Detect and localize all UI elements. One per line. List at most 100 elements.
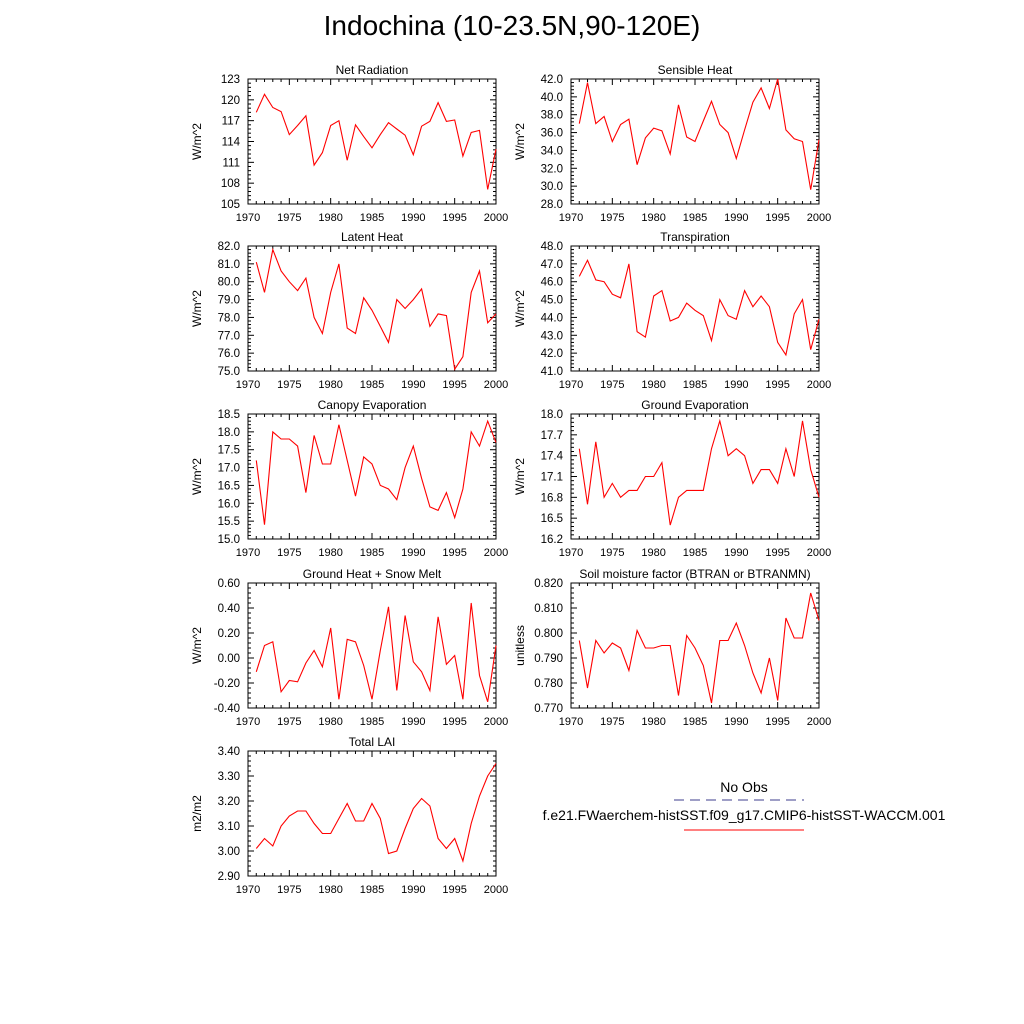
x-tick-label: 1995	[442, 716, 466, 728]
y-tick-label: 0.20	[218, 628, 240, 640]
x-tick-label: 2000	[807, 547, 831, 559]
panel: 1970 1975 1980 1985 1990 1995 2000 16.2 16.5 16.8…	[513, 398, 831, 559]
x-tick-label: 2000	[484, 716, 508, 728]
x-tick-label: 1995	[765, 547, 789, 559]
x-tick-label: 1990	[724, 547, 748, 559]
series-line	[255, 247, 497, 371]
x-tick-label: 1980	[318, 547, 342, 559]
x-tick-label: 1985	[360, 379, 384, 391]
plot-frame	[570, 582, 820, 709]
y-tick-label: 111	[223, 157, 240, 169]
series-line	[255, 419, 497, 525]
x-tick-label: 1980	[641, 379, 665, 391]
x-tick-label: 1970	[236, 716, 260, 728]
y-tick-label: 78.0	[218, 312, 240, 324]
y-tick-label: 42.0	[541, 348, 563, 360]
y-tick-label: 0.790	[534, 653, 563, 665]
x-tick-label: 1980	[641, 716, 665, 728]
x-tick-label: 2000	[484, 547, 508, 559]
y-axis-label: unitless	[513, 625, 527, 666]
x-tick-label: 1970	[559, 716, 583, 728]
y-axis-label: W/m^2	[190, 627, 204, 664]
y-tick-label: 76.0	[218, 348, 240, 360]
x-tick-label: 1985	[683, 212, 707, 224]
y-tick-label: 43.0	[541, 330, 563, 342]
series-line	[255, 602, 497, 702]
y-tick-label: 15.5	[218, 516, 240, 528]
y-tick-label: 18.5	[218, 409, 240, 421]
plot-frame	[247, 245, 497, 372]
x-tick-label: 1980	[318, 884, 342, 896]
panel: 1970 1975 1980 1985 1990 1995 2000 -0.40 -0.20 0.…	[190, 567, 508, 728]
y-tick-label: -0.20	[214, 678, 240, 690]
y-tick-label: 15.0	[218, 534, 240, 546]
x-tick-label: 1980	[641, 212, 665, 224]
x-tick-label: 1975	[277, 212, 301, 224]
y-tick-label: 42.0	[541, 74, 563, 86]
panel-title: Total LAI	[349, 735, 396, 749]
y-tick-label: 18.0	[541, 409, 563, 421]
y-tick-label: 79.0	[218, 295, 240, 307]
y-tick-label: -0.40	[214, 703, 240, 715]
y-tick-label: 3.20	[218, 796, 240, 808]
y-tick-label: 38.0	[541, 110, 563, 122]
series-line	[255, 763, 497, 863]
x-tick-label: 1985	[360, 212, 384, 224]
y-tick-label: 0.40	[218, 603, 240, 615]
x-tick-label: 1990	[401, 884, 425, 896]
y-axis-label: W/m^2	[513, 123, 527, 160]
y-tick-label: 30.0	[541, 181, 563, 193]
y-tick-label: 17.7	[541, 430, 563, 442]
x-tick-label: 1995	[765, 716, 789, 728]
y-tick-label: 45.0	[541, 295, 563, 307]
legend-title: No Obs	[720, 779, 768, 795]
y-tick-label: 48.0	[541, 241, 563, 253]
x-tick-label: 1970	[236, 212, 260, 224]
plot-frame	[570, 245, 820, 372]
y-axis-label: m2/m2	[190, 795, 204, 832]
y-tick-label: 120	[221, 95, 240, 107]
y-tick-label: 0.780	[534, 678, 563, 690]
series-line	[578, 258, 820, 357]
y-tick-label: 46.0	[541, 277, 563, 289]
series-line	[255, 93, 497, 190]
x-tick-label: 1985	[683, 716, 707, 728]
x-tick-label: 1985	[683, 547, 707, 559]
y-tick-label: 16.5	[541, 513, 563, 525]
x-tick-label: 2000	[484, 212, 508, 224]
y-tick-label: 3.10	[218, 821, 240, 833]
series-line	[578, 78, 820, 190]
x-tick-label: 1975	[277, 884, 301, 896]
y-tick-label: 75.0	[218, 366, 240, 378]
legend-obs-line	[674, 799, 804, 801]
y-tick-label: 36.0	[541, 128, 563, 140]
y-tick-label: 16.0	[218, 498, 240, 510]
y-tick-label: 114	[222, 137, 241, 149]
y-axis-label: W/m^2	[190, 458, 204, 495]
y-tick-label: 77.0	[218, 330, 240, 342]
figure-title: Indochina (10-23.5N,90-120E)	[323, 10, 701, 41]
y-tick-label: 81.0	[218, 259, 240, 271]
y-tick-label: 34.0	[541, 145, 563, 157]
y-tick-label: 117	[222, 116, 240, 128]
y-tick-label: 0.810	[534, 603, 563, 615]
y-tick-label: 16.8	[541, 492, 563, 504]
panel-title: Sensible Heat	[658, 63, 733, 77]
x-tick-label: 1995	[442, 212, 466, 224]
panel-title: Transpiration	[660, 230, 730, 244]
plot-frame	[247, 750, 497, 877]
x-tick-label: 1980	[318, 212, 342, 224]
x-tick-label: 1990	[401, 716, 425, 728]
panel: 1970 1975 1980 1985 1990 1995 2000 28.0 30.0 32.0…	[513, 63, 831, 224]
plot-frame	[570, 413, 820, 540]
panel: 1970 1975 1980 1985 1990 1995 2000 105 108 111 114…	[190, 63, 508, 224]
x-tick-label: 1975	[600, 716, 624, 728]
y-tick-label: 0.820	[534, 578, 563, 590]
x-tick-label: 1990	[401, 212, 425, 224]
x-tick-label: 1970	[236, 884, 260, 896]
y-tick-label: 80.0	[218, 277, 240, 289]
y-axis-label: W/m^2	[513, 290, 527, 327]
y-tick-label: 28.0	[541, 199, 563, 211]
y-tick-label: 32.0	[541, 163, 563, 175]
